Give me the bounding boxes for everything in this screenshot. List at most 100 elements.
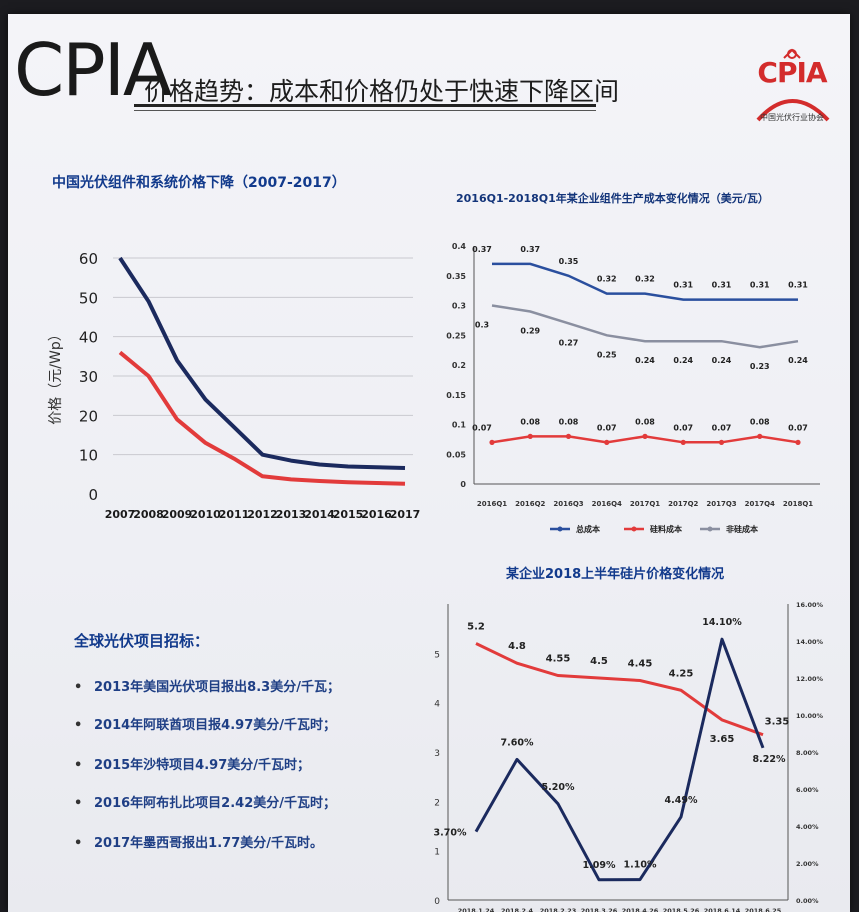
rate-label: 3.70% — [434, 828, 467, 839]
legend-label: 非硅成本 — [726, 524, 758, 534]
price-label: 3.35 — [765, 717, 790, 728]
data-label: 0.07 — [788, 423, 808, 432]
series-line — [492, 262, 798, 301]
title-underline-thin — [134, 110, 596, 111]
bidding-title: 全球光伏项目招标： — [74, 632, 210, 650]
y-tick-label: 0.1 — [452, 421, 467, 430]
rate-label: 4.49% — [665, 795, 698, 806]
price-label: 4.55 — [546, 654, 571, 665]
x-tick-label: 2018.1.24 — [458, 907, 495, 912]
bidding-item-text: 2013年美国光伏项目报出8.3美分/千瓦； — [94, 680, 340, 695]
x-tick-label: 2017 — [390, 508, 421, 521]
data-label: 0.3 — [475, 321, 489, 330]
slide-title: 价格趋势：成本和价格仍处于快速下降区间 — [144, 77, 620, 106]
chart2-module-cost: 0 0.05 0.1 0.15 0.2 0.25 0.3 0.35 0.4 2016Q1 2016Q… — [446, 242, 820, 534]
y-axis-label: 价格（元/Wp） — [48, 327, 64, 424]
rate-label: 1.09% — [583, 860, 616, 871]
data-label: 0.07 — [712, 423, 732, 432]
rate-label: 1.10% — [624, 860, 657, 871]
x-tick-label: 2017Q3 — [706, 500, 736, 508]
x-tick-label: 2017Q2 — [668, 500, 698, 508]
x-tick-label: 2016Q4 — [592, 500, 622, 508]
x-tick-label: 2018.6.25 — [745, 907, 782, 912]
y-tick-label-left: 3 — [434, 749, 440, 759]
bidding-item-text: 2017年墨西哥报出1.77美分/千瓦时。 — [94, 836, 324, 851]
y-tick-label: 0.05 — [446, 450, 466, 459]
price-label: 4.45 — [628, 658, 653, 669]
data-point — [795, 439, 801, 445]
y-tick-label: 30 — [79, 368, 98, 386]
x-tick-label: 2017Q4 — [745, 500, 775, 508]
price-label: 4.25 — [669, 668, 694, 679]
data-label: 0.32 — [635, 275, 655, 284]
x-tick-label: 2018.2.4 — [501, 907, 534, 912]
data-label: 0.31 — [712, 281, 732, 290]
x-tick-label: 2011 — [219, 508, 250, 521]
data-point — [718, 439, 725, 445]
chart2-title: 2016Q1-2018Q1年某企业组件生产成本变化情况（美元/瓦） — [456, 192, 769, 205]
x-tick-label: 2018.3.26 — [581, 907, 618, 912]
y-tick-label: 0.25 — [446, 331, 466, 340]
y-tick-label: 0.15 — [446, 391, 466, 400]
data-label: 0.25 — [597, 350, 617, 359]
bullet: • — [74, 796, 83, 811]
legend-label: 总成本 — [576, 524, 600, 534]
data-label: 0.35 — [559, 257, 579, 266]
data-point — [489, 439, 495, 445]
y-tick-label-right: 2.00% — [796, 860, 819, 868]
y-tick-label: 20 — [79, 407, 98, 425]
x-tick-label: 2013 — [276, 508, 307, 521]
y-tick-label-right: 8.00% — [796, 749, 819, 757]
y-tick-label: 0.3 — [452, 302, 466, 311]
y-tick-label-right: 12.00% — [796, 675, 824, 683]
x-tick-label: 2012 — [247, 508, 278, 521]
data-label: 0.31 — [673, 281, 693, 290]
x-tick-label: 2016Q1 — [477, 500, 507, 508]
y-tick-label-right: 10.00% — [796, 712, 824, 720]
y-tick-label-left: 4 — [434, 700, 440, 710]
data-point — [527, 433, 533, 439]
x-tick-label: 2016 — [361, 508, 392, 521]
x-tick-label: 2018.5.26 — [663, 907, 700, 912]
data-label: 0.29 — [520, 326, 540, 335]
bidding-item: • 2013年美国光伏项目报出8.3美分/千瓦； — [74, 676, 340, 695]
bullet: • — [74, 680, 83, 695]
x-tick-label: 2018.4.26 — [622, 907, 659, 912]
bullet: • — [74, 758, 83, 773]
data-label: 0.32 — [597, 275, 617, 284]
y-tick-label-right: 6.00% — [796, 786, 819, 794]
y-tick-label-right: 16.00% — [796, 601, 824, 609]
legend-marker — [631, 526, 637, 532]
y-tick-label: 40 — [79, 329, 98, 347]
cpia-logo: CPIA 中国光伏行业协会 — [744, 42, 840, 132]
legend-marker — [557, 526, 563, 532]
x-tick-label: 2018Q1 — [783, 500, 813, 508]
x-tick-label: 2017Q1 — [630, 500, 660, 508]
data-label: 0.31 — [750, 281, 770, 290]
data-label: 0.24 — [673, 356, 693, 365]
y-tick-label: 0.2 — [452, 361, 466, 370]
data-label: 0.24 — [712, 356, 732, 365]
x-tick-label: 2018.2.23 — [540, 907, 577, 912]
x-tick-label: 2015 — [333, 508, 364, 521]
y-tick-label-right: 14.00% — [796, 638, 824, 646]
chart3-wafer-price: 0 1 2 3 4 5 0.00% 2.00% 4.00% 6.00% 8.00% 10.00% 12.… — [434, 601, 824, 912]
bidding-item-text: 2016年阿布扎比项目2.42美分/千瓦时； — [94, 796, 337, 811]
y-tick-label: 0 — [460, 480, 466, 489]
bidding-item-text: 2015年沙特项目4.97美分/千瓦时； — [94, 758, 311, 773]
y-tick-label-left: 0 — [434, 897, 440, 907]
y-tick-label: 50 — [79, 289, 98, 307]
slide: CPIA 价格趋势：成本和价格仍处于快速下降区间 CPIA 中国光伏行业协会 中… — [8, 14, 850, 912]
price-label: 4.8 — [508, 641, 526, 652]
data-label: 0.24 — [635, 356, 655, 365]
data-point — [680, 439, 686, 445]
bidding-item: • 2016年阿布扎比项目2.42美分/千瓦时； — [74, 792, 336, 811]
x-tick-label: 2009 — [162, 508, 193, 521]
x-tick-label: 2016Q3 — [553, 500, 583, 508]
data-label: 0.37 — [520, 245, 540, 254]
bullet: • — [74, 836, 83, 851]
y-tick-label: 10 — [79, 447, 98, 465]
x-tick-label: 2008 — [133, 508, 164, 521]
price-label: 4.5 — [590, 656, 608, 667]
data-label: 0.24 — [788, 356, 808, 365]
